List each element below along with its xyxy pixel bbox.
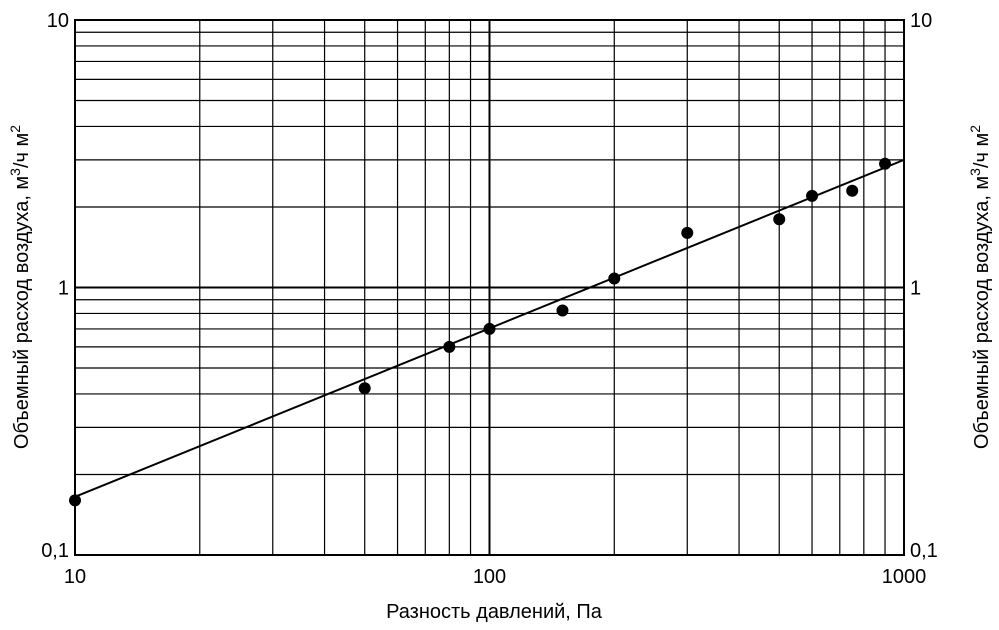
data-point: [879, 157, 892, 170]
tick-labels: 10 100 1000 0,1 0,1 1 1 10 10: [41, 10, 938, 588]
data-point: [483, 322, 496, 335]
x-tick-label: 1000: [882, 566, 927, 588]
grid: [75, 20, 904, 555]
x-tick-label: 100: [473, 566, 506, 588]
data-point: [806, 189, 819, 202]
data-point: [773, 213, 786, 226]
y-axis-label-left: Объемный расход воздуха, м3/ч м2: [7, 125, 33, 449]
data-point: [846, 184, 859, 197]
y-axis-label-right: Объемный расход воздуха, м3/ч м2: [967, 125, 993, 449]
data-point: [681, 226, 694, 239]
data-points: [69, 157, 892, 507]
data-point: [608, 272, 621, 285]
y-tick-label-right: 0,1: [910, 540, 938, 562]
plot-frame: [74, 19, 905, 556]
x-axis-label: Разность давлений, Па: [386, 601, 603, 623]
y-tick-label-left: 10: [47, 10, 69, 32]
x-tick-label: 10: [64, 566, 86, 588]
data-point: [443, 340, 456, 353]
y-tick-label-left: 0,1: [41, 540, 69, 562]
y-tick-label-left: 1: [58, 278, 69, 300]
data-point: [69, 494, 81, 507]
data-point: [358, 382, 371, 395]
y-tick-label-right: 1: [910, 278, 921, 300]
y-tick-label-right: 10: [910, 10, 932, 32]
data-point: [556, 304, 569, 317]
